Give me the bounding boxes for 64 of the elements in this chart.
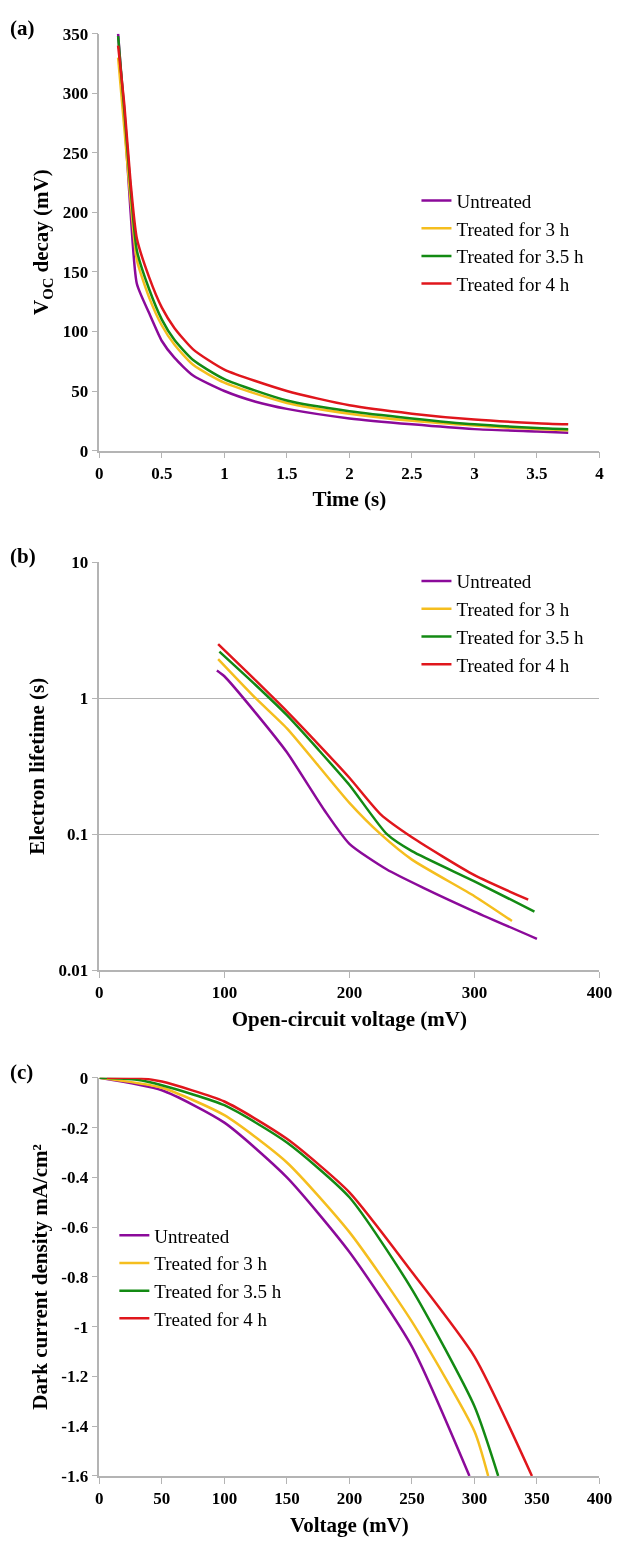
y-tick-label: -1.2 xyxy=(61,1367,89,1387)
x-tick-label: 400 xyxy=(586,983,613,1003)
x-tick-label: 150 xyxy=(274,1489,300,1509)
x-tick-label: 400 xyxy=(586,1489,613,1509)
x-tick-label: 0 xyxy=(95,463,104,483)
y-tick-label: 200 xyxy=(62,203,89,223)
legend-label: Treated for 4 h xyxy=(456,654,570,676)
x-tick-label: 1.5 xyxy=(276,463,298,483)
y-tick-label: 50 xyxy=(71,381,89,401)
legend-label: Treated for 4 h xyxy=(456,273,570,295)
legend-label: Treated for 3.5 h xyxy=(154,1281,282,1303)
x-tick-label: 0.5 xyxy=(151,463,173,483)
y-tick-label: -0.4 xyxy=(61,1168,89,1188)
x-tick-label: 3.5 xyxy=(526,463,548,483)
x-tick-label: 0 xyxy=(95,983,104,1003)
x-tick-label: 3 xyxy=(470,463,479,483)
y-tick-label: -0.2 xyxy=(61,1118,89,1138)
y-tick-label: 350 xyxy=(62,24,89,44)
y-tick-label: 250 xyxy=(62,143,89,163)
y-tick-label: -0.6 xyxy=(61,1218,89,1238)
y-tick-label: 150 xyxy=(62,262,89,282)
legend-label: Treated for 3.5 h xyxy=(456,246,584,268)
x-tick-label: 300 xyxy=(461,983,488,1003)
x-axis-title: Time (s) xyxy=(312,487,387,512)
y-tick-label: -0.8 xyxy=(61,1267,89,1287)
x-tick-label: 200 xyxy=(336,983,363,1003)
y-axis-title: Dark current density mA/cm² xyxy=(27,1144,52,1410)
x-tick-label: 0 xyxy=(95,1489,104,1509)
x-tick-label: 250 xyxy=(399,1489,425,1509)
x-tick-label: 350 xyxy=(524,1489,550,1509)
y-tick-label: -1 xyxy=(74,1317,89,1337)
x-tick-label: 200 xyxy=(336,1489,363,1509)
y-tick-label: 0 xyxy=(79,1068,89,1088)
chart-title: (a) xyxy=(10,16,35,40)
y-tick-label: 1 xyxy=(79,689,89,709)
x-axis-title: Open-circuit voltage (mV) xyxy=(231,1007,468,1032)
y-axis-title: Electron lifetime (s) xyxy=(25,677,50,855)
y-tick-label: 0 xyxy=(79,441,89,461)
x-tick-label: 2.5 xyxy=(401,463,423,483)
chart-title: (c) xyxy=(10,1060,34,1084)
y-tick-label: 100 xyxy=(62,322,89,342)
x-axis-title: Voltage (mV) xyxy=(290,1512,409,1537)
x-tick-label: 100 xyxy=(211,1489,238,1509)
legend-label: Treated for 3 h xyxy=(456,599,570,621)
x-tick-label: 300 xyxy=(461,1489,488,1509)
legend-label: Treated for 4 h xyxy=(154,1308,268,1330)
x-tick-label: 4 xyxy=(595,463,605,483)
y-tick-label: 0.01 xyxy=(58,961,89,981)
x-tick-label: 100 xyxy=(211,983,238,1003)
legend-label: Treated for 3 h xyxy=(456,218,570,240)
legend-label: Untreated xyxy=(154,1225,230,1247)
x-tick-label: 2 xyxy=(345,463,354,483)
y-tick-label: 0.1 xyxy=(66,825,89,845)
y-tick-label: -1.4 xyxy=(61,1417,89,1437)
legend-label: Treated for 3.5 h xyxy=(456,626,584,648)
y-tick-label: -1.6 xyxy=(61,1466,89,1486)
legend-label: Untreated xyxy=(456,190,532,212)
legend-label: Untreated xyxy=(456,571,532,593)
legend-label: Treated for 3 h xyxy=(154,1253,268,1275)
x-tick-label: 50 xyxy=(153,1489,171,1509)
y-tick-label: 10 xyxy=(71,553,89,573)
x-tick-label: 1 xyxy=(220,463,229,483)
chart-title: (b) xyxy=(10,544,36,568)
y-tick-label: 300 xyxy=(62,84,89,104)
